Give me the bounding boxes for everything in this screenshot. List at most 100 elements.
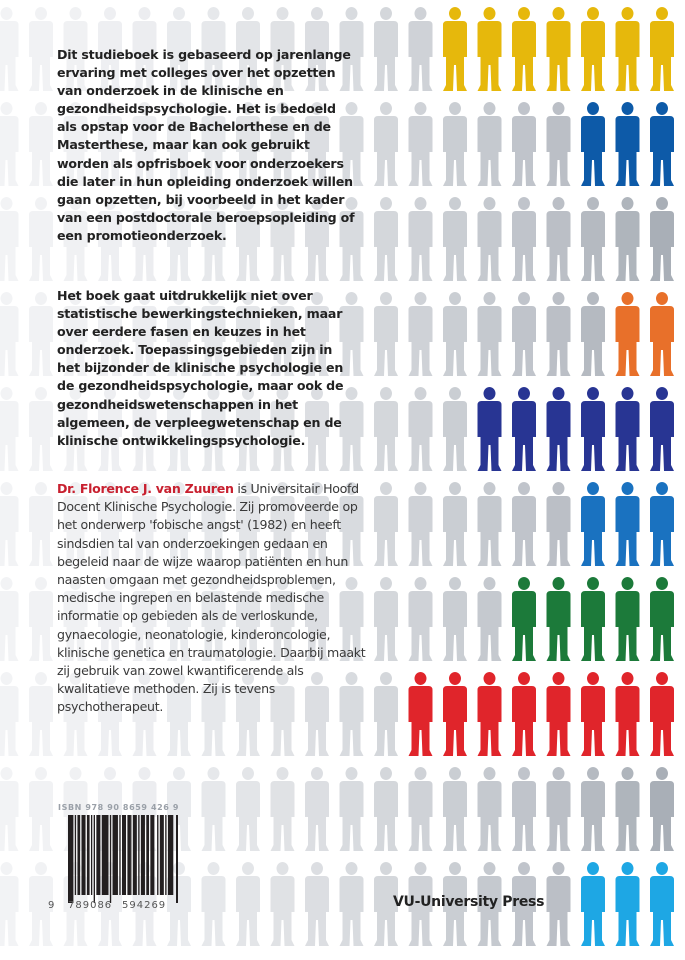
- person-figure-colored: [443, 7, 467, 91]
- person-figure-grey: [270, 197, 295, 281]
- author-bio: Dr. Florence J. van Zuuren is Universita…: [57, 480, 372, 717]
- author-name: Dr. Florence J. van Zuuren: [57, 481, 234, 496]
- person-figure-grey: [546, 102, 571, 186]
- person-figure-grey: [29, 102, 53, 186]
- person-figure-grey: [0, 862, 19, 946]
- person-figure-grey: [512, 292, 536, 376]
- person-figure-grey: [546, 292, 571, 376]
- person-figure-grey: [0, 482, 19, 566]
- barcode-bar: [81, 815, 86, 895]
- person-figure-grey: [236, 767, 260, 851]
- person-figure-colored: [408, 672, 433, 756]
- person-figure-grey: [0, 767, 19, 851]
- person-figure-grey: [477, 862, 502, 946]
- barcode-bar: [119, 815, 121, 895]
- person-figure-colored: [477, 672, 502, 756]
- barcode-bar: [150, 815, 155, 895]
- person-figure-grey: [167, 672, 191, 756]
- person-figure-grey: [236, 387, 260, 471]
- person-figure-colored: [650, 7, 674, 91]
- person-figure-grey: [339, 7, 364, 91]
- person-figure-colored: [546, 672, 571, 756]
- person-figure-grey: [408, 292, 433, 376]
- person-figure-grey: [132, 387, 157, 471]
- person-figure-grey: [236, 482, 260, 566]
- person-figure-grey: [0, 102, 19, 186]
- description-paragraph-2: Het boek gaat uitdrukkelijk niet over st…: [57, 288, 344, 448]
- person-figure-grey: [581, 767, 605, 851]
- person-figure-grey: [443, 387, 467, 471]
- person-figure-grey: [29, 7, 53, 91]
- person-figure-grey: [132, 292, 157, 376]
- person-figure-grey: [339, 767, 364, 851]
- person-figure-colored: [615, 482, 640, 566]
- person-figure-colored: [615, 577, 640, 661]
- person-figure-grey: [270, 7, 295, 91]
- person-figure-grey: [167, 197, 191, 281]
- person-figure-grey: [63, 7, 88, 91]
- person-figure-grey: [477, 197, 502, 281]
- person-figure-grey: [0, 197, 19, 281]
- person-figure-grey: [546, 197, 571, 281]
- person-figure-grey: [132, 482, 157, 566]
- person-figure-grey: [270, 672, 295, 756]
- person-figure-colored: [615, 7, 640, 91]
- barcode-bar: [77, 815, 81, 895]
- barcode-bar: [90, 815, 93, 895]
- person-figure-grey: [63, 197, 88, 281]
- person-figure-colored: [615, 292, 640, 376]
- person-figure-grey: [270, 862, 295, 946]
- person-figure-grey: [167, 102, 191, 186]
- person-figure-grey: [443, 482, 467, 566]
- person-figure-grey: [201, 767, 226, 851]
- person-figure-grey: [132, 197, 157, 281]
- person-figure-grey: [29, 767, 53, 851]
- person-figure-grey: [374, 102, 398, 186]
- person-figure-grey: [167, 482, 191, 566]
- person-figure-grey: [98, 577, 122, 661]
- person-figure-grey: [443, 577, 467, 661]
- person-figure-grey: [270, 767, 295, 851]
- person-figure-grey: [408, 197, 433, 281]
- person-figure-grey: [374, 482, 398, 566]
- person-figure-grey: [167, 292, 191, 376]
- person-figure-grey: [339, 672, 364, 756]
- person-figure-grey: [63, 672, 88, 756]
- person-figure-grey: [63, 577, 88, 661]
- barcode-bar: [86, 815, 90, 895]
- person-figure-colored: [615, 387, 640, 471]
- person-figure-grey: [132, 672, 157, 756]
- barcode-bar: [112, 815, 118, 895]
- person-figure-grey: [0, 672, 19, 756]
- barcode-digits-right: 594269: [122, 900, 167, 911]
- barcode-bar: [159, 815, 164, 895]
- person-figure-grey: [339, 197, 364, 281]
- person-figure-colored: [581, 7, 605, 91]
- barcode-bar: [101, 815, 109, 895]
- person-figure-grey: [236, 102, 260, 186]
- person-figure-grey: [201, 102, 226, 186]
- person-figure-grey: [615, 197, 640, 281]
- person-figure-grey: [132, 102, 157, 186]
- person-figure-grey: [374, 387, 398, 471]
- person-figure-colored: [581, 672, 605, 756]
- person-figure-grey: [270, 102, 295, 186]
- barcode-bar: [140, 815, 145, 895]
- person-figure-grey: [339, 387, 364, 471]
- person-figure-grey: [477, 292, 502, 376]
- barcode-bar: [96, 815, 101, 895]
- person-figure-grey: [63, 102, 88, 186]
- barcode: [68, 815, 178, 903]
- author-bio-text: is Universitair Hoofd Docent Klinische P…: [57, 481, 366, 715]
- barcode-bar: [127, 815, 131, 895]
- person-figure-grey: [339, 862, 364, 946]
- person-figure-colored: [581, 387, 605, 471]
- person-figure-grey: [512, 197, 536, 281]
- person-figure-grey: [305, 197, 329, 281]
- person-figure-grey: [167, 577, 191, 661]
- person-figure-grey: [374, 767, 398, 851]
- person-figure-grey: [0, 387, 19, 471]
- person-figure-grey: [477, 482, 502, 566]
- person-figure-colored: [615, 862, 640, 946]
- person-figure-colored: [546, 387, 571, 471]
